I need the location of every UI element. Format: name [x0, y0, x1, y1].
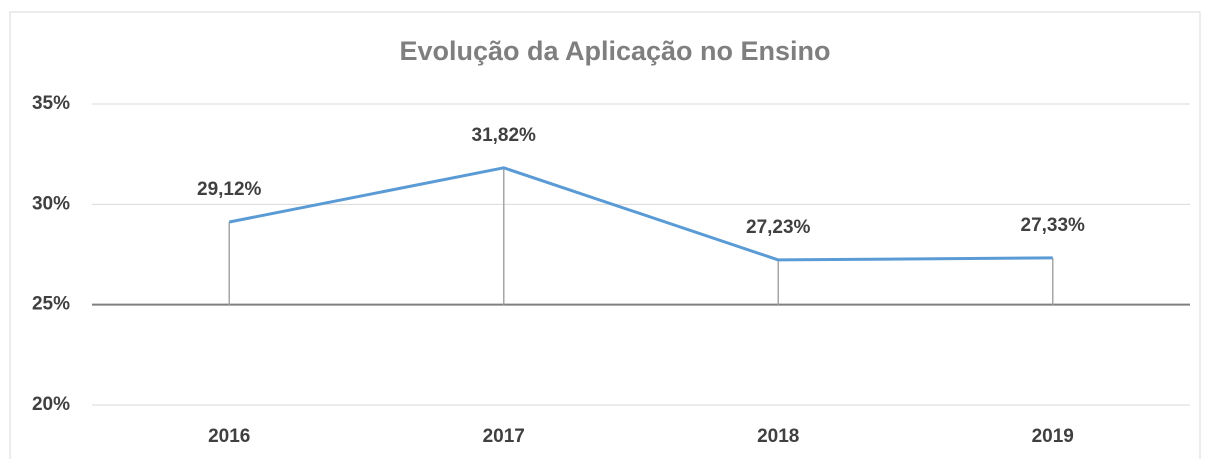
data-label: 31,82% — [472, 125, 537, 146]
x-tick-label: 2018 — [757, 426, 799, 447]
x-tick-label: 2017 — [483, 426, 525, 447]
data-label: 27,23% — [746, 217, 811, 238]
x-tick-label: 2016 — [208, 426, 250, 447]
series-line — [228, 166, 1053, 262]
chart-title: Evolução da Aplicação no Ensino — [399, 36, 830, 66]
y-tick-label: 20% — [32, 394, 70, 415]
y-tick-label: 35% — [32, 93, 70, 114]
chart-frame — [9, 11, 1201, 459]
y-tick-label: 30% — [32, 193, 70, 214]
x-tick-label: 2019 — [1032, 426, 1074, 447]
data-label: 29,12% — [197, 179, 262, 200]
y-tick-label: 25% — [32, 294, 70, 315]
data-label: 27,33% — [1021, 215, 1086, 236]
